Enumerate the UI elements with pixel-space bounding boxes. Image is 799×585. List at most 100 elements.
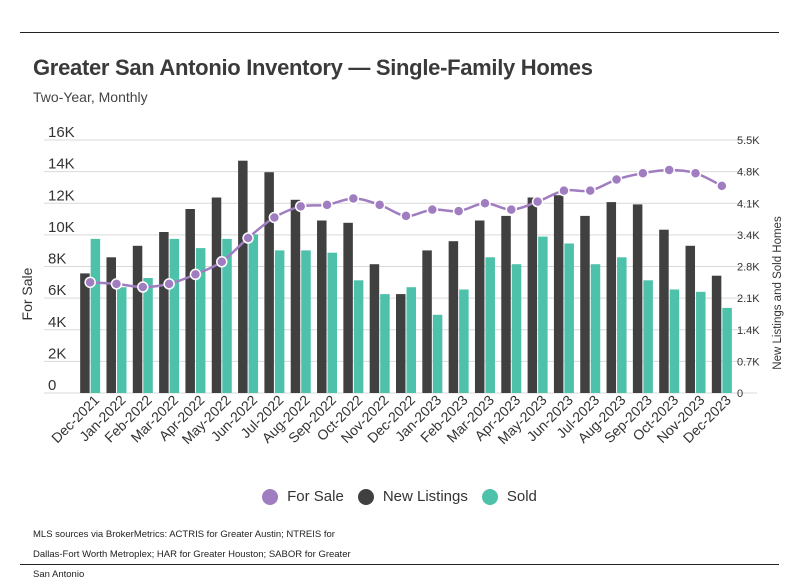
bar-new-listings: [238, 160, 248, 393]
top-rule: [20, 32, 779, 33]
bar-new-listings: [659, 229, 669, 393]
bar-sold: [511, 264, 522, 393]
left-tick-label: 6K: [48, 282, 66, 299]
legend-label-for-sale: For Sale: [287, 488, 344, 505]
source-note: MLS sources via BrokerMetrics: ACTRIS fo…: [33, 529, 351, 580]
chart-subtitle: Two-Year, Monthly: [33, 89, 148, 105]
right-tick-label: 0: [737, 388, 743, 400]
bar-new-listings: [501, 215, 511, 393]
bar-new-listings: [422, 250, 432, 393]
point-for-sale: [294, 200, 307, 213]
bar-new-listings: [711, 275, 722, 393]
point-for-sale: [505, 203, 518, 216]
right-tick-label: 2.8K: [737, 262, 760, 274]
bar-sold: [380, 294, 390, 393]
left-tick-label: 0: [48, 377, 56, 394]
legend-swatch-new-listings: [357, 488, 374, 505]
bar-sold: [643, 280, 653, 393]
bar-sold: [222, 238, 232, 393]
bar-new-listings: [290, 199, 301, 393]
bar-new-listings: [106, 257, 116, 393]
bar-sold: [353, 280, 364, 393]
legend-swatch-sold: [481, 488, 498, 505]
bar-new-listings: [396, 294, 406, 393]
point-for-sale: [373, 199, 386, 211]
point-for-sale: [84, 276, 96, 289]
bar-sold: [406, 287, 416, 393]
bar-new-listings: [185, 209, 195, 393]
point-for-sale: [452, 205, 465, 217]
left-tick-label: 8K: [48, 251, 66, 268]
bottom-rule: [20, 564, 779, 565]
legend-swatch-for-sale: [262, 488, 279, 505]
right-tick-label: 0.7K: [737, 356, 760, 368]
point-for-sale: [716, 180, 728, 192]
chart-title: Greater San Antonio Inventory — Single-F…: [33, 55, 593, 80]
bar-sold: [248, 234, 259, 393]
point-for-sale: [347, 192, 360, 205]
bar-sold: [538, 236, 548, 393]
point-for-sale: [531, 195, 544, 208]
bar-sold: [590, 264, 601, 393]
bar-sold: [116, 287, 127, 393]
bar-sold: [617, 257, 627, 393]
point-for-sale: [637, 167, 649, 179]
bar-sold: [564, 243, 574, 393]
bar-sold: [274, 250, 285, 393]
legend-item-new-listings: New Listings: [357, 488, 468, 505]
legend-item-for-sale: For Sale: [262, 488, 344, 505]
point-for-sale: [663, 164, 675, 176]
point-for-sale: [110, 278, 123, 290]
point-for-sale: [426, 203, 439, 216]
bar-sold: [485, 257, 495, 393]
left-tick-label: 10K: [48, 219, 75, 236]
legend-item-sold: Sold: [481, 488, 537, 505]
left-axis-title: For Sale: [19, 267, 35, 320]
right-tick-label: 4.8K: [737, 167, 760, 179]
right-tick-label: 4.1K: [737, 198, 760, 210]
bar-sold: [169, 238, 180, 393]
bar-new-listings: [553, 195, 564, 393]
bar-sold: [669, 289, 680, 393]
legend-label-new-listings: New Listings: [382, 488, 468, 505]
left-tick-label: 12K: [48, 187, 75, 204]
right-tick-label: 3.4K: [737, 230, 760, 242]
bar-sold: [90, 238, 101, 393]
line-for-sale: [90, 168, 723, 289]
left-tick-label: 2K: [48, 345, 66, 362]
bar-new-listings: [369, 264, 380, 393]
bar-new-listings: [632, 204, 643, 393]
right-tick-label: 2.1K: [737, 293, 760, 305]
bar-sold: [722, 307, 732, 393]
bar-sold: [696, 291, 706, 393]
point-for-sale: [321, 199, 333, 211]
bar-new-listings: [580, 215, 590, 393]
point-for-sale: [689, 167, 702, 179]
right-tick-label: 1.4K: [737, 325, 760, 337]
right-tick-label: 5.5K: [737, 135, 760, 147]
point-for-sale: [584, 184, 596, 197]
bar-new-listings: [211, 197, 222, 393]
left-tick-label: 4K: [48, 314, 66, 331]
point-for-sale: [268, 211, 281, 224]
bar-new-listings: [527, 197, 538, 393]
bar-new-listings: [159, 232, 169, 393]
chart-area: 0 2K 4K 6K 8K 10K 12K 14K 16K 0 0.7K 1.4K 2.1K 2.8K 3.…: [19, 124, 784, 447]
bar-new-listings: [132, 245, 143, 393]
bar-new-listings: [474, 220, 485, 393]
point-for-sale: [216, 256, 228, 268]
point-for-sale: [163, 278, 175, 290]
bar-new-listings: [80, 273, 90, 393]
bar-sold: [195, 248, 206, 393]
point-for-sale: [242, 232, 254, 244]
bar-sold: [327, 252, 338, 393]
point-for-sale: [400, 210, 412, 222]
bar-new-listings: [448, 241, 459, 393]
point-for-sale: [137, 281, 149, 293]
bar-sold: [301, 250, 311, 393]
bar-new-listings: [343, 222, 353, 393]
point-for-sale: [189, 268, 202, 281]
bar-sold: [143, 278, 153, 393]
chart-legend: For Sale New Listings Sold: [0, 488, 799, 505]
legend-label-sold: Sold: [506, 488, 537, 505]
